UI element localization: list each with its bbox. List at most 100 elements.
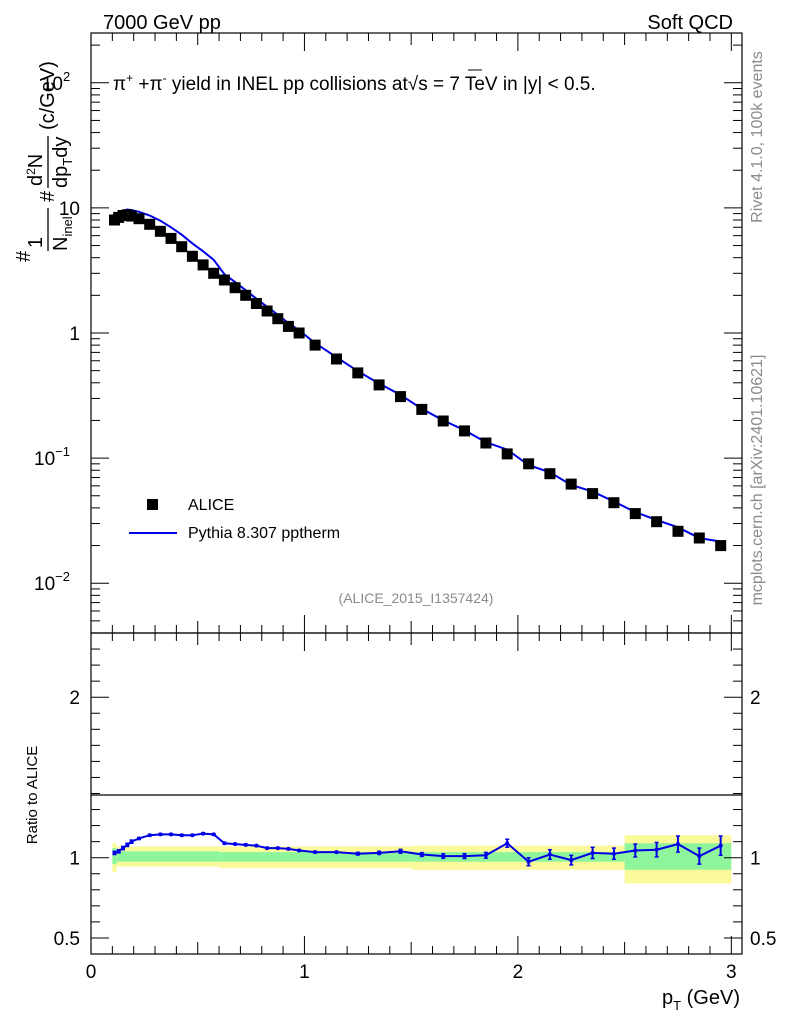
alice-point <box>309 339 321 351</box>
legend: ALICE Pythia 8.307 pptherm <box>129 497 340 542</box>
main-y-axis-label: # 1 Ninel # d2N dpTdy (c/GeV) <box>13 61 75 262</box>
rivet-label: Rivet 4.1.0, 100k events <box>749 51 766 223</box>
ratio-point <box>355 851 360 856</box>
ratio-y-tick-label: 0.5 <box>54 929 80 950</box>
main-y-tick-label: 10−2 <box>34 569 70 595</box>
alice-point <box>672 525 684 537</box>
alice-point <box>416 403 428 415</box>
header-left: 7000 GeV pp <box>103 12 221 34</box>
ratio-point <box>179 833 184 838</box>
ratio-point <box>129 839 134 844</box>
ratio-point <box>116 849 121 854</box>
mcplots-label: mcplots.cern.ch [arXiv:2401.10621] <box>749 355 766 606</box>
alice-point <box>459 425 470 437</box>
ratio-tick-labels: 0.5 0.5 1 1 2 2 0 1 2 3 <box>54 688 777 983</box>
alice-point <box>373 379 385 391</box>
analysis-watermark: (ALICE_2015_I1357424) <box>339 590 494 606</box>
alice-point <box>208 267 220 279</box>
plot-title: π+ +π- yield in INEL pp collisions at√s … <box>113 71 596 95</box>
alice-point <box>126 210 138 222</box>
ratio-point <box>254 843 259 848</box>
alice-point <box>608 497 620 509</box>
ratio-point <box>547 852 552 857</box>
alice-point <box>715 540 727 552</box>
alice-point <box>165 232 177 244</box>
main-panel: 102 10 1 10−1 10−2 π+ +π- yield in INEL pp c… <box>13 32 743 634</box>
ratio-y-tick-label: 2 <box>69 688 80 709</box>
ratio-point <box>313 850 318 855</box>
ratio-point <box>233 842 238 847</box>
ratio-y-axis-label: Ratio to ALICE <box>24 746 41 844</box>
x-tick-label: 0 <box>86 962 97 983</box>
main-ticks <box>90 33 742 634</box>
ratio-frame <box>90 632 743 955</box>
ratio-point <box>419 852 424 857</box>
alice-point <box>250 298 262 309</box>
ratio-point <box>211 832 216 837</box>
legend-label-pythia: Pythia 8.307 pptherm <box>188 525 340 542</box>
main-y-tick-label: 102 <box>42 69 70 95</box>
ratio-point <box>169 832 174 837</box>
stat-band <box>112 848 117 865</box>
ratio-point <box>505 841 510 846</box>
ratio-point <box>334 850 339 855</box>
ratio-point <box>286 846 291 851</box>
pythia-line <box>113 208 721 543</box>
alice-point <box>480 437 492 449</box>
alice-point <box>501 448 513 460</box>
alice-point <box>352 367 364 379</box>
ratio-point <box>275 846 280 851</box>
legend-label-alice: ALICE <box>188 497 234 514</box>
alice-point <box>565 478 577 490</box>
ratio-point <box>633 848 638 853</box>
ratio-point <box>147 833 152 838</box>
ratio-point <box>158 832 163 837</box>
alice-point <box>293 327 305 339</box>
ratio-point <box>675 842 680 847</box>
ratio-point <box>125 842 130 847</box>
alice-point <box>229 282 241 294</box>
ratio-point <box>377 850 382 855</box>
ratio-point <box>483 853 488 858</box>
x-tick-label: 1 <box>299 962 310 983</box>
ylabel-hash-2: # <box>37 190 59 202</box>
ratio-marks <box>112 831 723 867</box>
alice-point <box>261 305 273 317</box>
alice-point <box>437 415 449 427</box>
main-frame <box>90 32 743 634</box>
ratio-ticks <box>90 633 742 954</box>
alice-point <box>629 508 641 520</box>
alice-point <box>587 488 599 500</box>
alice-point <box>176 241 188 253</box>
ylabel-hash-1: # <box>13 250 35 262</box>
alice-point <box>197 259 209 271</box>
ratio-point <box>243 842 248 847</box>
ratio-panel: 0.5 0.5 1 1 2 2 0 1 2 3 Ratio to ALICE pT (GeV) <box>24 632 777 1013</box>
main-y-tick-labels: 102 10 1 10−1 10−2 <box>34 69 80 595</box>
alice-point <box>272 313 284 325</box>
legend-marker-alice <box>147 499 158 510</box>
ratio-point <box>121 846 126 851</box>
ratio-point <box>190 833 195 838</box>
alice-point <box>144 218 156 230</box>
ratio-point <box>398 849 403 854</box>
ratio-point <box>441 854 446 859</box>
x-axis-label: pT (GeV) <box>662 987 740 1013</box>
ylabel-units: (c/GeV) <box>37 61 59 130</box>
ratio-y-tick-label-right: 0.5 <box>750 929 776 950</box>
alice-point <box>282 320 294 332</box>
ratio-y-tick-label-right: 2 <box>750 688 761 709</box>
main-y-tick-label: 10 <box>59 199 80 220</box>
alice-point <box>331 353 342 365</box>
ratio-y-tick-label: 1 <box>69 849 80 870</box>
ratio-point <box>526 859 531 864</box>
ratio-point <box>718 843 723 848</box>
alice-point <box>523 458 535 470</box>
main-y-tick-label: 1 <box>69 324 80 345</box>
alice-point <box>186 250 198 262</box>
ratio-point <box>112 850 117 855</box>
ratio-point <box>697 854 702 859</box>
ylabel-n: Ninel <box>50 216 75 251</box>
